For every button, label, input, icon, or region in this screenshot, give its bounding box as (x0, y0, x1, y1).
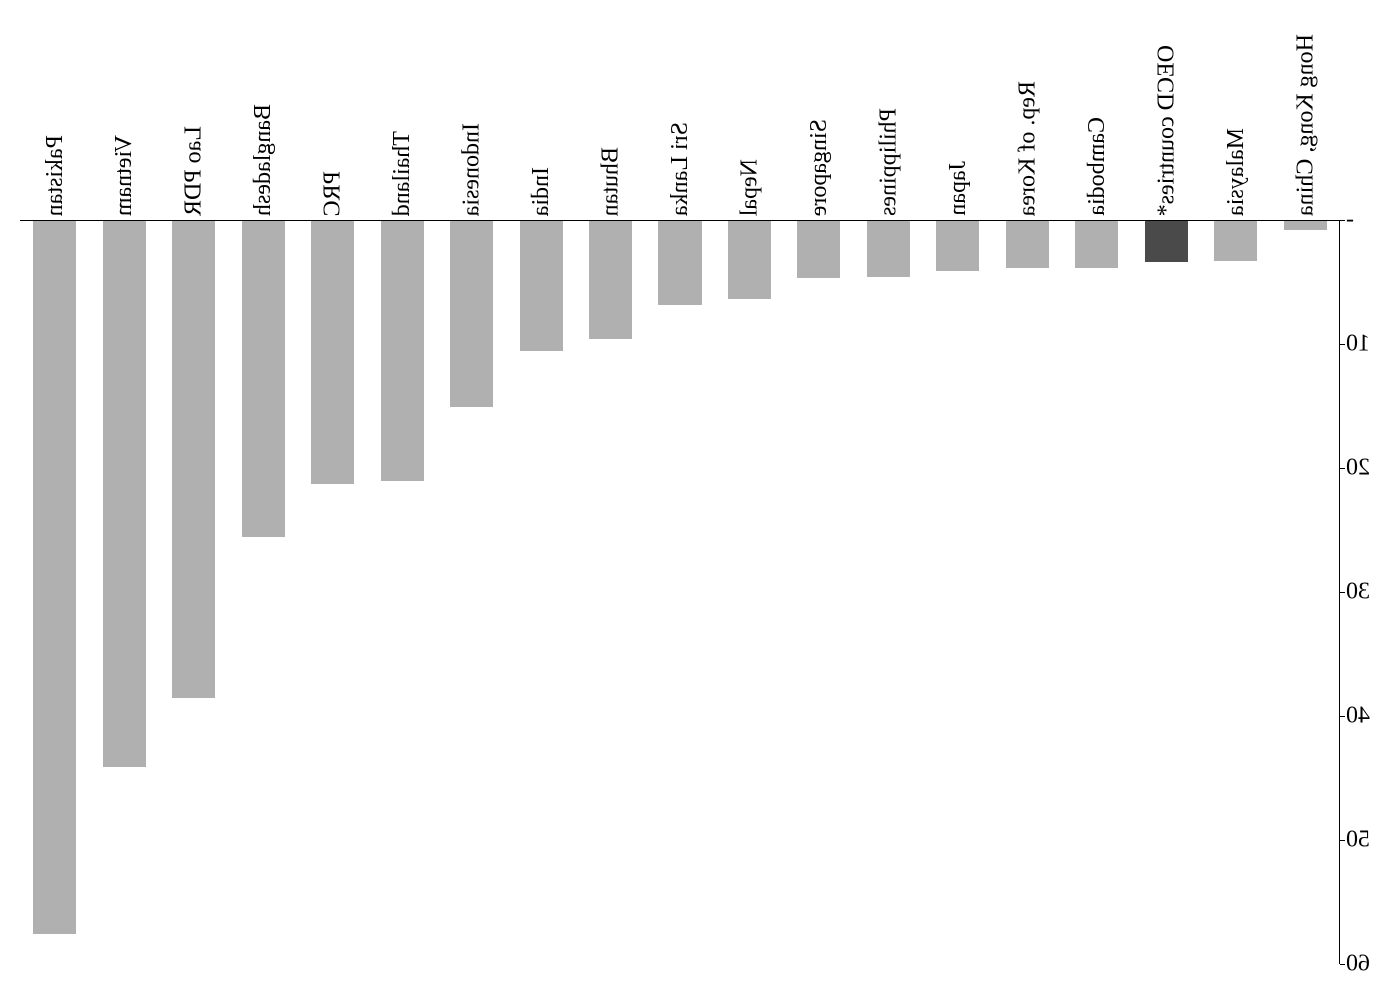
category-label: Lao PDR (182, 126, 206, 216)
bar (172, 221, 215, 698)
category-label: Indonesia (460, 123, 484, 216)
bar (589, 221, 632, 339)
bar (1006, 221, 1049, 268)
bar (1214, 221, 1257, 261)
category-label: Nepal (737, 159, 761, 216)
category-label: Singapore (807, 119, 831, 216)
y-tick-label: 30 (1346, 579, 1390, 606)
y-tick-mark (1340, 592, 1345, 593)
category-label: Japan (946, 161, 970, 216)
category-label: India (529, 167, 553, 216)
category-label: Thailand (390, 131, 414, 216)
y-tick-label: 60 (1346, 951, 1390, 978)
x-axis-labels: Hong Kong, China Malaysia OECD countries* C… (0, 0, 1400, 220)
y-tick-label: 40 (1346, 703, 1390, 730)
y-tick-mark (1340, 716, 1345, 717)
category-label: PRC (321, 171, 345, 216)
y-tick-mark (1340, 220, 1345, 221)
bar (797, 221, 840, 278)
category-label: Bangladesh (251, 104, 275, 216)
y-tick-label: 50 (1346, 827, 1390, 854)
category-label: Philippines (876, 108, 900, 216)
category-label: Malaysia (1224, 128, 1248, 216)
bar (381, 221, 424, 481)
category-label: OECD countries* (1154, 45, 1178, 216)
bar (728, 221, 771, 299)
y-tick-mark (1340, 840, 1345, 841)
bar (33, 221, 76, 934)
y-tick-mark (1340, 964, 1345, 965)
y-tick-mark (1340, 344, 1345, 345)
chart-container: Hong Kong, China Malaysia OECD countries* C… (0, 0, 1400, 984)
bar (867, 221, 910, 277)
bar (450, 221, 493, 407)
y-tick-label: 10 (1346, 331, 1390, 358)
category-label: Sri Lanka (668, 122, 692, 216)
y-tick-label: 20 (1346, 455, 1390, 482)
bar (311, 221, 354, 484)
bar (242, 221, 285, 537)
category-label: Pakistan (43, 135, 67, 216)
y-tick-label: - (1346, 207, 1390, 234)
category-label: Rep. of Korea (1015, 81, 1039, 216)
category-label: Vietnam (112, 135, 136, 216)
category-label: Bhutan (599, 147, 623, 216)
bar (1284, 221, 1327, 230)
bar (1075, 221, 1118, 268)
category-label: Cambodia (1085, 117, 1109, 216)
bar (936, 221, 979, 271)
bar (103, 221, 146, 767)
bar (658, 221, 701, 305)
bar (1145, 221, 1188, 262)
y-tick-mark (1340, 468, 1345, 469)
bar (520, 221, 563, 351)
category-label: Hong Kong, China (1293, 34, 1317, 216)
